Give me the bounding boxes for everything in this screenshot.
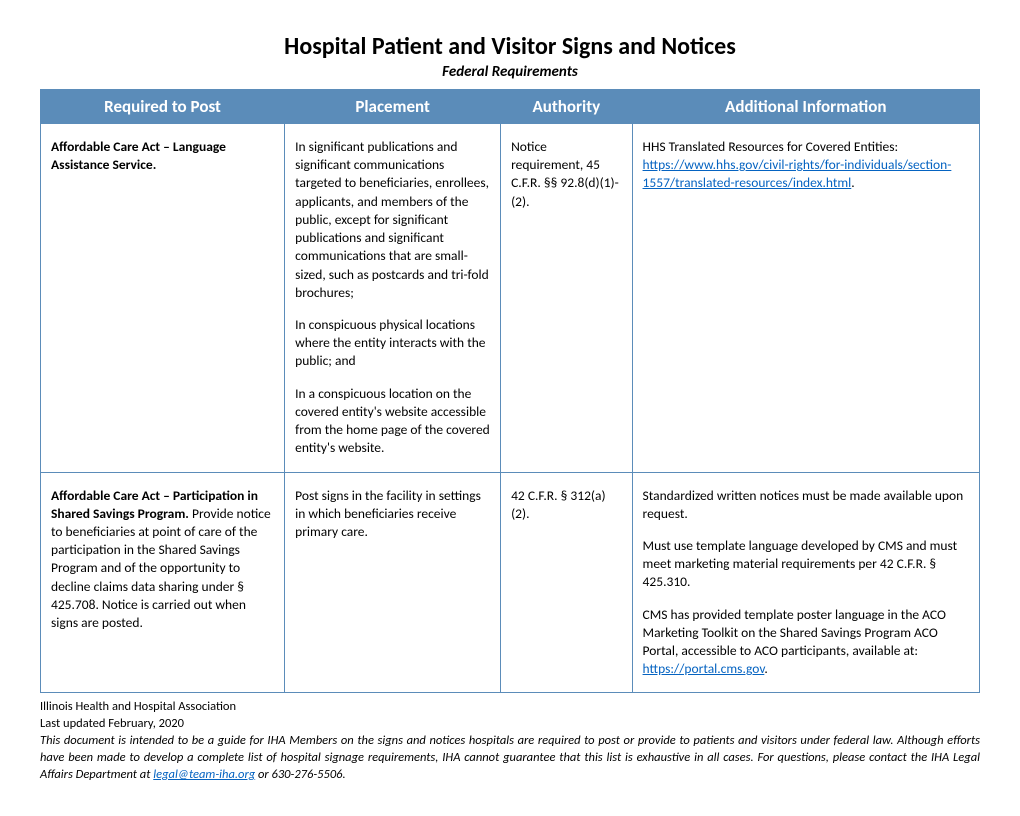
cell-required: Affordable Care Act – Participation in S… bbox=[41, 472, 285, 693]
placement-para: In conspicuous physical locations where … bbox=[295, 316, 490, 371]
additional-text: HHS Translated Resources for Covered Ent… bbox=[643, 138, 899, 155]
footer: Illinois Health and Hospital Association… bbox=[40, 699, 980, 783]
hhs-link[interactable]: https://www.hhs.gov/civil-rights/for-ind… bbox=[643, 156, 952, 191]
page-title: Hospital Patient and Visitor Signs and N… bbox=[40, 32, 980, 61]
table-row: Affordable Care Act – Language Assistanc… bbox=[41, 124, 980, 473]
footer-org: Illinois Health and Hospital Association bbox=[40, 699, 980, 716]
cell-authority: 42 C.F.R. § 312(a)(2). bbox=[501, 472, 632, 693]
additional-para: Standardized written notices must be mad… bbox=[643, 487, 969, 523]
cell-authority: Notice requirement, 45 C.F.R. §§ 92.8(d)… bbox=[501, 124, 632, 473]
table-header-row: Required to Post Placement Authority Add… bbox=[41, 90, 980, 124]
placement-para: Post signs in the facility in settings i… bbox=[295, 487, 490, 542]
col-header-authority: Authority bbox=[501, 90, 632, 124]
required-title: Affordable Care Act – Language Assistanc… bbox=[51, 138, 226, 173]
required-body: Provide notice to beneficiaries at point… bbox=[51, 505, 271, 631]
page-subtitle: Federal Requirements bbox=[40, 63, 980, 81]
cell-additional: HHS Translated Resources for Covered Ent… bbox=[632, 124, 979, 473]
contact-email-link[interactable]: legal@team-iha.org bbox=[153, 767, 255, 782]
cms-portal-link[interactable]: https://portal.cms.gov bbox=[643, 660, 765, 677]
disclaimer-text: or 630-276-5506. bbox=[255, 767, 346, 782]
cell-required: Affordable Care Act – Language Assistanc… bbox=[41, 124, 285, 473]
cell-additional: Standardized written notices must be mad… bbox=[632, 472, 979, 693]
cell-placement: Post signs in the facility in settings i… bbox=[285, 472, 501, 693]
footer-disclaimer: This document is intended to be a guide … bbox=[40, 733, 980, 784]
col-header-additional: Additional Information bbox=[632, 90, 979, 124]
requirements-table: Required to Post Placement Authority Add… bbox=[40, 89, 980, 693]
placement-para: In a conspicuous location on the covered… bbox=[295, 385, 490, 458]
additional-para: Must use template language developed by … bbox=[643, 537, 969, 592]
additional-para: CMS has provided template poster languag… bbox=[643, 606, 969, 679]
additional-text: . bbox=[764, 660, 767, 677]
additional-text: CMS has provided template poster languag… bbox=[643, 606, 946, 659]
col-header-required: Required to Post bbox=[41, 90, 285, 124]
col-header-placement: Placement bbox=[285, 90, 501, 124]
placement-para: In significant publications and signific… bbox=[295, 138, 490, 302]
footer-updated: Last updated February, 2020 bbox=[40, 716, 980, 733]
table-row: Affordable Care Act – Participation in S… bbox=[41, 472, 980, 693]
cell-placement: In significant publications and signific… bbox=[285, 124, 501, 473]
additional-text: . bbox=[851, 174, 854, 191]
